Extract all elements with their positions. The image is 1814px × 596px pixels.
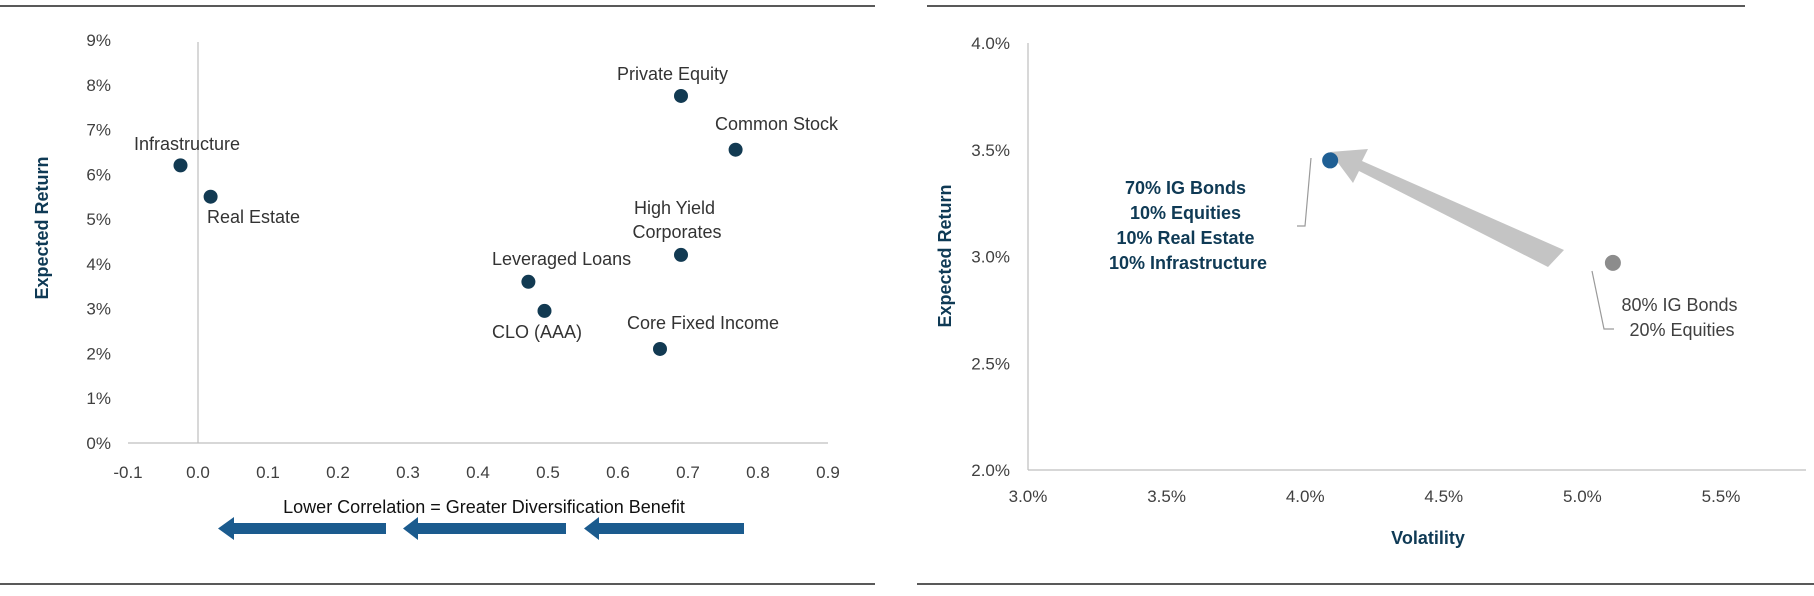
chart1-data-point: [203, 189, 218, 204]
target-portfolio-point: [1322, 152, 1339, 169]
chart1-data-point: [674, 247, 688, 262]
chart2-y-tick-label: 3.5%: [971, 141, 1010, 160]
current-portfolio-line-2: 20% Equities: [1629, 320, 1734, 340]
label-private-equity: Private Equity: [617, 64, 728, 84]
label-leveraged-loans: Leveraged Loans: [492, 249, 631, 269]
chart1-data-point: [674, 88, 688, 103]
leader-line-gray: [1591, 270, 1614, 330]
chart1-y-tick-label: 9%: [86, 31, 111, 50]
current-portfolio-line-1: 80% IG Bonds: [1621, 295, 1737, 315]
correlation-return-chart: -0.1 0.0 0.1 0.2 0.3 0.4 0.5 0.6 0.7 0.8 0.9 0% 1% 2…: [32, 31, 840, 540]
chart1-data-point: [521, 274, 536, 289]
diversification-arrows: [218, 517, 744, 540]
chart1-y-tick-label: 5%: [86, 210, 111, 229]
volatility-return-chart: 3.0% 3.5% 4.0% 4.5% 5.0% 5.5% 2.0% 2.5% 3.0% 3.5…: [935, 34, 1806, 548]
label-real-estate: Real Estate: [207, 207, 300, 227]
chart1-subtitle: Lower Correlation = Greater Diversificat…: [283, 497, 685, 517]
chart1-y-axis-title: Expected Return: [32, 156, 52, 299]
chart2-y-tick-label: 4.0%: [971, 34, 1010, 53]
chart1-y-tick-label: 0%: [86, 434, 111, 453]
label-high-yield-line1: High Yield: [634, 198, 715, 218]
chart1-x-tick-label: 0.1: [256, 463, 280, 482]
chart1-x-tick-label: 0.0: [186, 463, 210, 482]
leader-line-blue: [1297, 157, 1312, 227]
label-high-yield-line2: Corporates: [632, 222, 721, 242]
current-portfolio-point: [1604, 254, 1621, 271]
chart1-x-tick-label: 0.3: [396, 463, 420, 482]
label-core-fixed-income: Core Fixed Income: [627, 313, 779, 333]
chart1-y-tick-label: 8%: [86, 76, 111, 95]
left-arrow-2: [403, 517, 566, 540]
chart1-data-point: [728, 142, 743, 157]
chart1-x-tick-label: 0.4: [466, 463, 490, 482]
chart2-x-tick-label: 3.0%: [1009, 487, 1048, 506]
chart2-y-tick-label: 2.5%: [971, 354, 1010, 373]
chart1-x-tick-label: 0.6: [606, 463, 630, 482]
shift-arrow: [1330, 149, 1564, 267]
chart2-x-tick-label: 4.5%: [1424, 487, 1463, 506]
chart1-point-labels: Infrastructure Real Estate Leveraged Loa…: [134, 64, 839, 342]
target-portfolio-line-1: 70% IG Bonds: [1125, 178, 1246, 198]
chart1-y-tick-label: 6%: [86, 165, 111, 184]
chart1-x-tick-label: 0.5: [536, 463, 560, 482]
target-portfolio-line-4: 10% Infrastructure: [1109, 253, 1267, 273]
chart1-x-tick-label: -0.1: [113, 463, 142, 482]
chart1-y-tick-label: 1%: [86, 389, 111, 408]
chart2-x-tick-label: 4.0%: [1286, 487, 1325, 506]
label-infrastructure: Infrastructure: [134, 134, 240, 154]
label-current-portfolio: 80% IG Bonds 20% Equities: [1621, 295, 1742, 340]
chart1-y-tick-label: 2%: [86, 344, 111, 363]
label-clo-aaa: CLO (AAA): [492, 322, 582, 342]
chart1-x-tick-label: 0.8: [746, 463, 770, 482]
chart1-data-point: [537, 303, 552, 318]
chart1-x-tick-label: 0.2: [326, 463, 350, 482]
chart1-y-tick-label: 4%: [86, 255, 111, 274]
label-common-stock: Common Stock: [715, 114, 839, 134]
chart2-x-tick-label: 5.5%: [1702, 487, 1741, 506]
label-high-yield: High Yield Corporates: [632, 198, 721, 242]
chart1-data-point: [173, 158, 188, 173]
chart1-y-tick-label: 3%: [86, 300, 111, 319]
left-arrow-3: [584, 517, 744, 540]
chart1-x-tick-label: 0.9: [816, 463, 840, 482]
chart1-y-tick-label: 7%: [86, 121, 111, 140]
chart2-x-tick-label: 3.5%: [1147, 487, 1186, 506]
chart1-data-point: [653, 341, 667, 356]
target-portfolio-line-2: 10% Equities: [1130, 203, 1241, 223]
chart2-y-tick-label: 3.0%: [971, 248, 1010, 267]
left-arrow-1: [218, 517, 386, 540]
chart2-x-tick-label: 5.0%: [1563, 487, 1602, 506]
label-target-portfolio: 70% IG Bonds 10% Equities 10% Real Estat…: [1109, 178, 1267, 273]
chart2-x-axis-title: Volatility: [1391, 528, 1465, 548]
target-portfolio-line-3: 10% Real Estate: [1116, 228, 1254, 248]
chart2-y-axis-title: Expected Return: [935, 184, 955, 327]
chart2-y-tick-label: 2.0%: [971, 461, 1010, 480]
chart1-x-tick-label: 0.7: [676, 463, 700, 482]
